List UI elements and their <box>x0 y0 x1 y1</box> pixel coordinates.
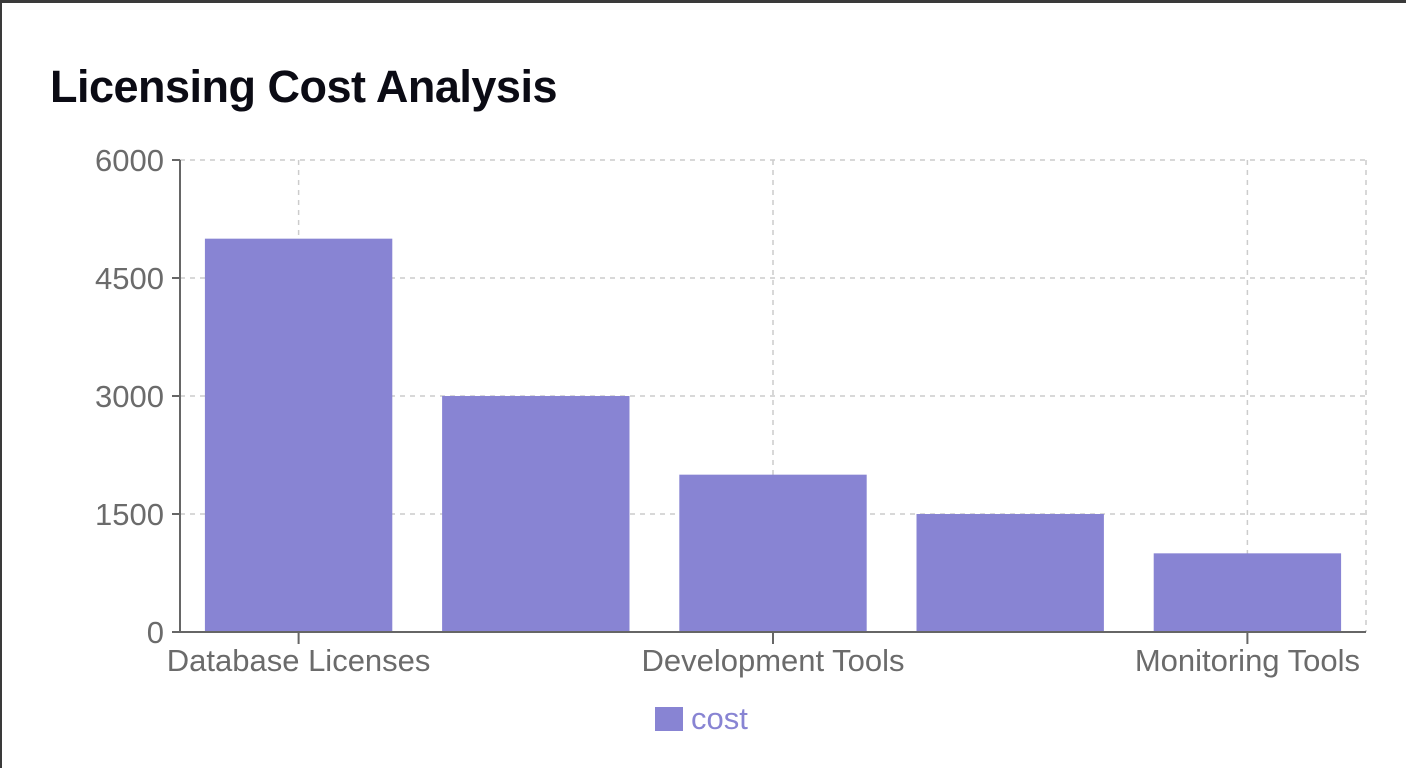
legend-swatch-cost <box>655 707 683 731</box>
x-tick-label: Monitoring Tools <box>1135 643 1360 678</box>
y-tick-label: 4500 <box>95 261 164 296</box>
bars <box>205 239 1341 632</box>
y-tick-label: 3000 <box>95 379 164 414</box>
x-axis-ticks: Database Licenses Development Tools Monito… <box>167 632 1360 678</box>
y-tick-label: 6000 <box>95 143 164 178</box>
bar-chart: 0 1500 3000 4500 6000 Database Licenses Devel… <box>2 3 1406 771</box>
y-tick-label: 1500 <box>95 497 164 532</box>
legend-label-cost[interactable]: cost <box>691 701 748 736</box>
bar-3[interactable] <box>917 514 1104 632</box>
y-tick-label: 0 <box>147 615 164 650</box>
y-axis-ticks: 0 1500 3000 4500 6000 <box>95 143 180 650</box>
bar-1[interactable] <box>442 396 629 632</box>
legend[interactable]: cost <box>655 701 748 736</box>
bar-2[interactable] <box>679 475 866 632</box>
x-tick-label: Development Tools <box>641 643 904 678</box>
bar-4[interactable] <box>1154 553 1341 632</box>
x-tick-label: Database Licenses <box>167 643 431 678</box>
bar-0[interactable] <box>205 239 392 632</box>
